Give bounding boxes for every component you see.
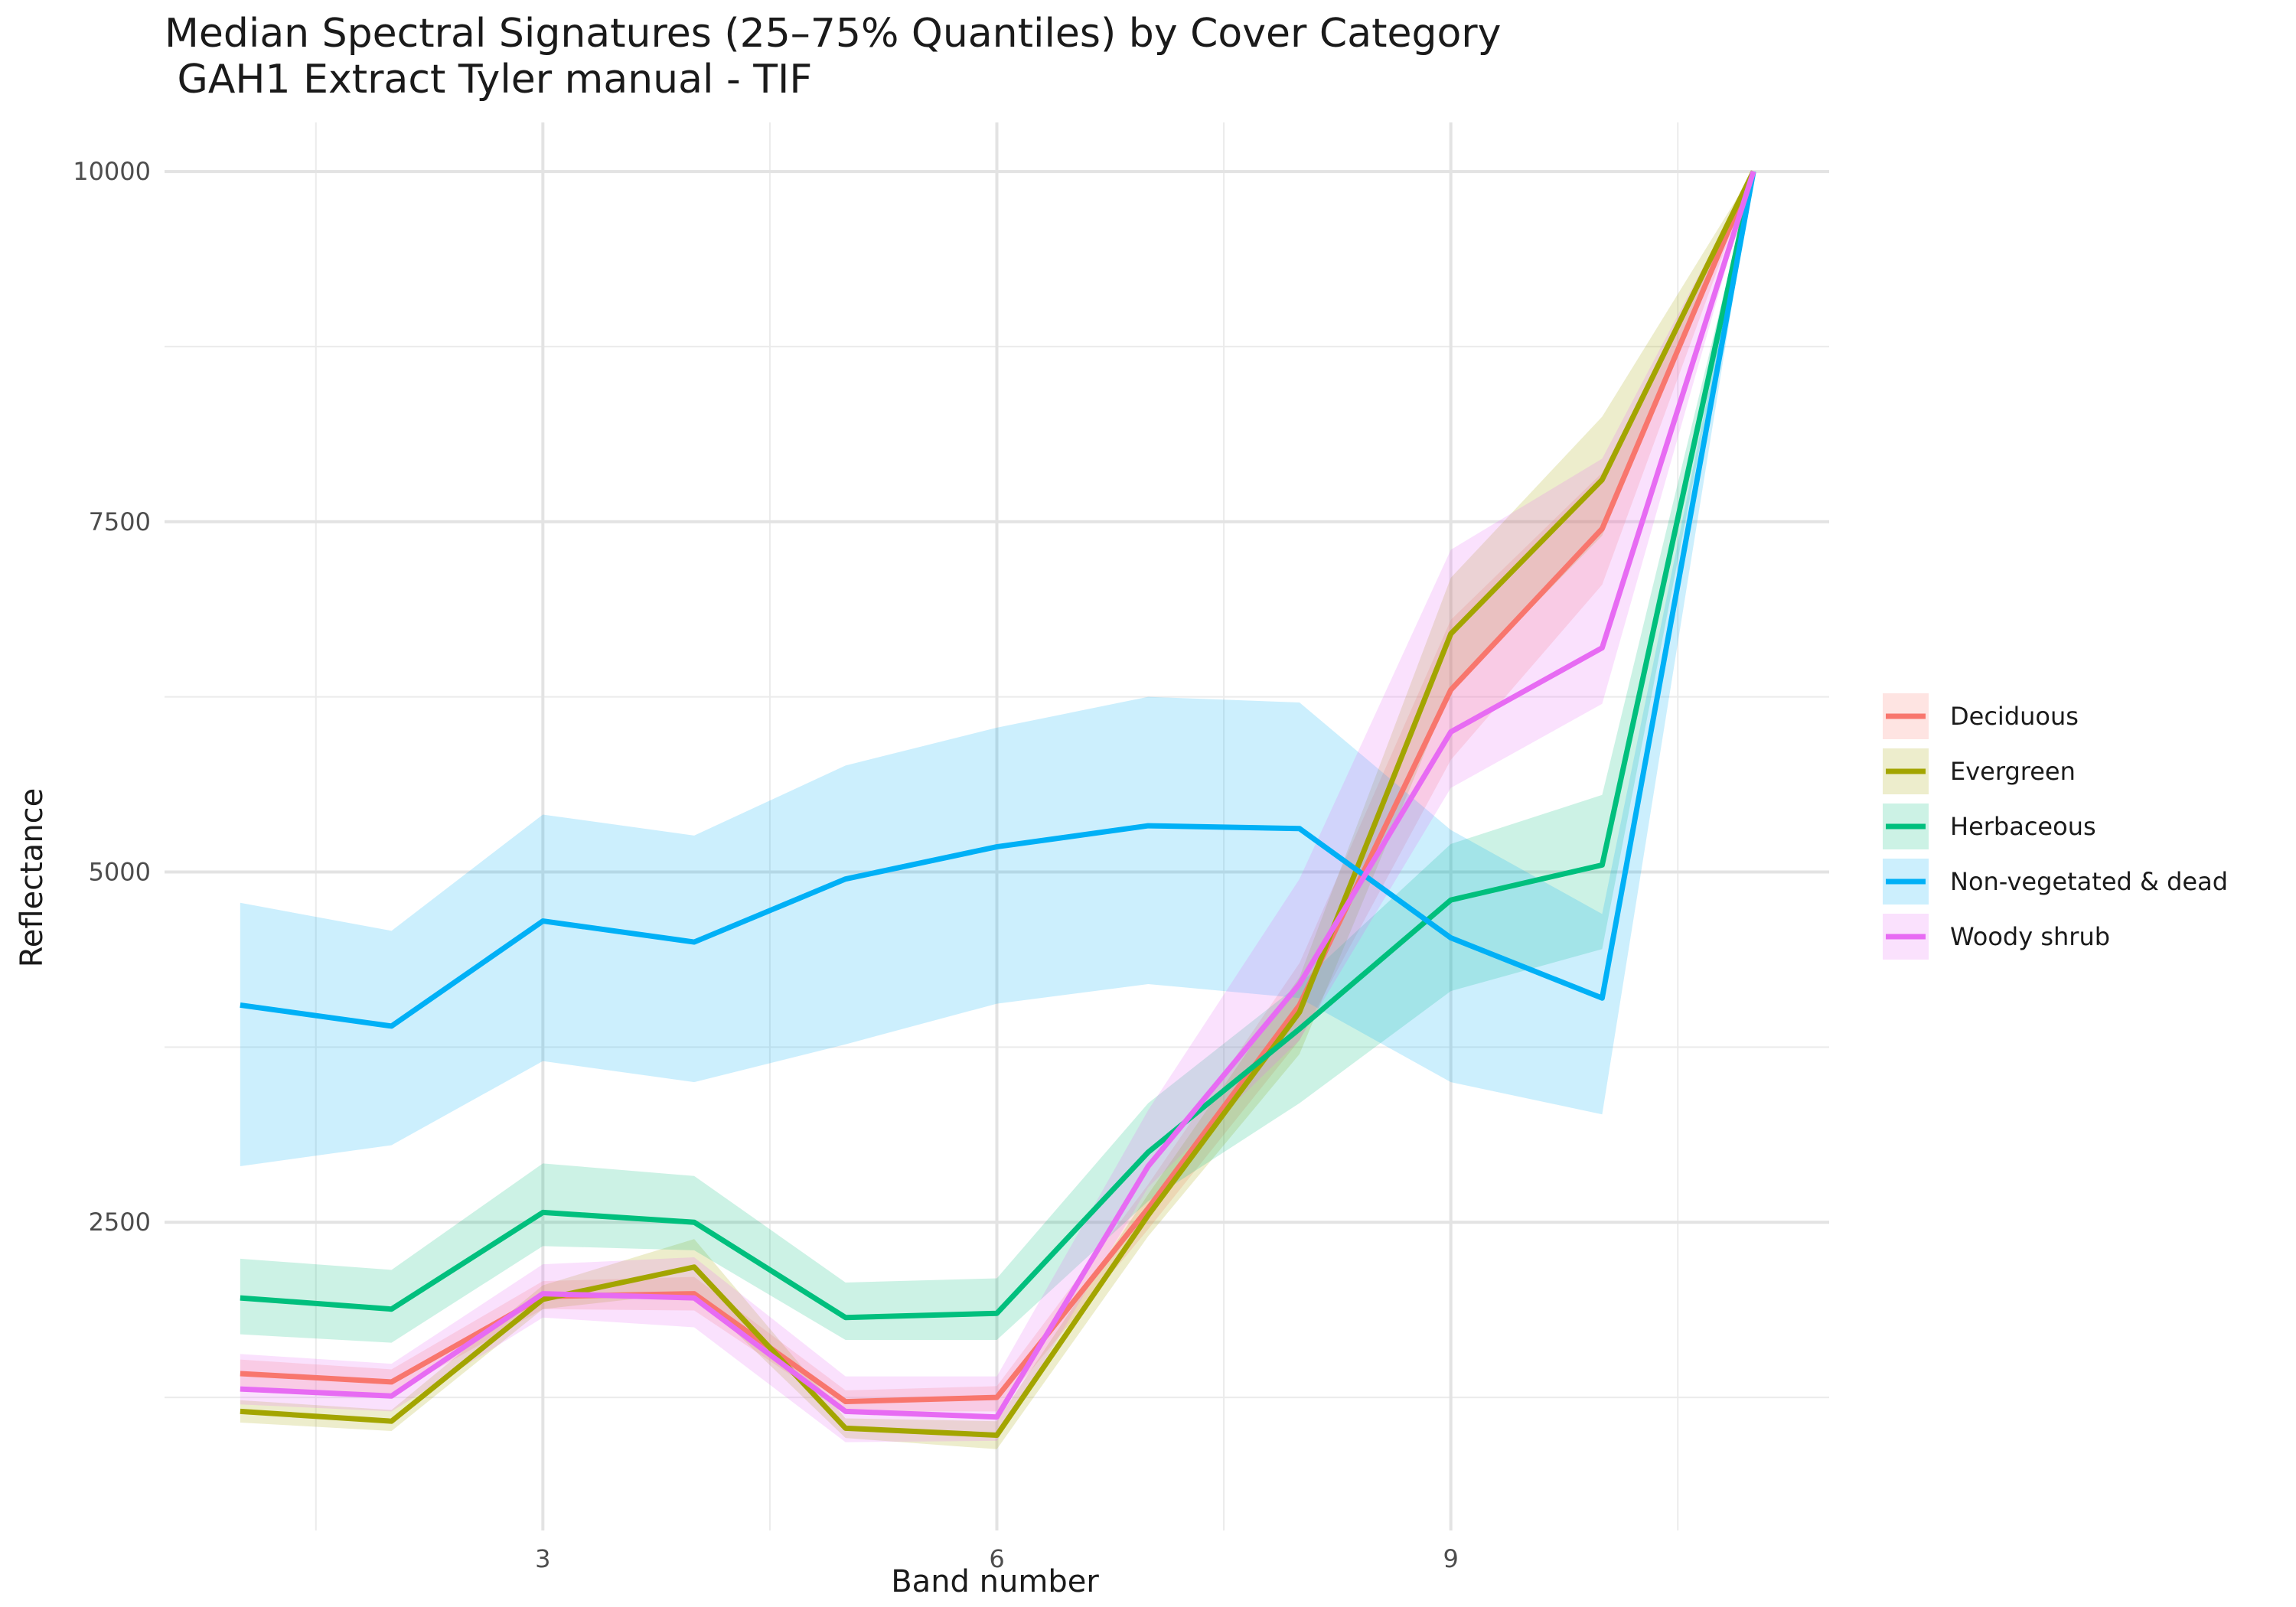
x-tick-label: 9 [1443,1544,1459,1573]
line-evergreen [240,170,1756,1439]
chart-title: Median Spectral Signatures (25–75% Quant… [165,11,1502,57]
tick-labels: 2500 5000 7500 10000 3 6 9 [73,157,1459,1573]
legend-label-deciduous: Deciduous [1950,702,2079,731]
legend-label-herbaceous: Herbaceous [1950,812,2096,841]
line-woody-shrub [240,171,1756,1420]
x-axis-title: Band number [891,1564,1099,1599]
y-tick-label: 5000 [89,858,151,887]
x-tick-label: 6 [989,1544,1004,1573]
line-herbaceous [240,171,1756,1321]
y-axis-title: Reflectance [15,788,50,968]
legend-label-woody-shrub: Woody shrub [1950,922,2110,951]
line-non-vegetated-dead [240,171,1756,1029]
chart-subtitle: GAH1 Extract Tyler manual - TIF [165,57,813,103]
legend: Deciduous Evergreen Herbaceous Non-vegetate… [1883,693,2228,960]
legend-label-evergreen: Evergreen [1950,757,2076,786]
y-tick-label: 2500 [89,1208,151,1237]
legend-label-non-vegetated-dead: Non-vegetated & dead [1950,867,2228,896]
median-lines [240,170,1756,1439]
y-tick-label: 10000 [73,157,151,186]
quantile-bands [240,171,1754,1449]
y-tick-label: 7500 [89,507,151,536]
x-tick-label: 3 [535,1544,550,1573]
band-non-vegetated-dead [240,171,1754,1166]
